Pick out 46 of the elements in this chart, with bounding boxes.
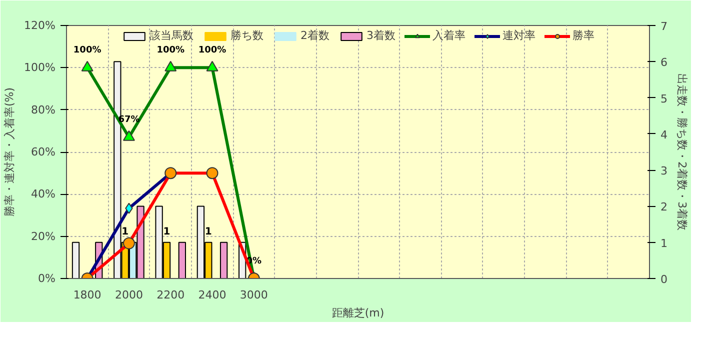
y-tick-label: 0% xyxy=(38,272,56,285)
bar xyxy=(220,242,228,278)
legend-label: 勝率 xyxy=(572,28,594,43)
y2-tick-label: 0 xyxy=(660,273,668,286)
y2-tick-label: 4 xyxy=(660,128,668,142)
data-label: 100% xyxy=(198,46,226,56)
legend-label: 2着数 xyxy=(300,28,330,43)
data-label: 100% xyxy=(156,46,185,56)
y2-tick-label: 1 xyxy=(660,236,668,250)
x-tick-label: 2000 xyxy=(114,288,143,302)
legend-label: 連対率 xyxy=(502,28,536,43)
y-axis-title: 勝率・連対率・入着率(%) xyxy=(3,87,16,217)
y2-tick-label: 5 xyxy=(660,92,668,106)
bar xyxy=(72,242,80,278)
point xyxy=(122,130,135,141)
data-label: 1 xyxy=(163,226,170,238)
y-tick-label: 120% xyxy=(24,19,56,32)
y-tick-label: 60% xyxy=(31,146,56,158)
y2-tick-label: 7 xyxy=(660,20,668,33)
legend-label: 該当馬数 xyxy=(150,28,194,43)
y-tick-label: 20% xyxy=(31,230,56,243)
y-tick-label: 80% xyxy=(31,103,56,116)
legend-label: 勝ち数 xyxy=(230,28,264,43)
y2-tick-label: 6 xyxy=(660,56,668,70)
y2-tick-label: 3 xyxy=(660,164,668,178)
point xyxy=(122,237,135,250)
x-tick-label: 1800 xyxy=(73,288,102,302)
bar xyxy=(178,242,186,278)
x-axis-title: 距離芝(m) xyxy=(332,306,384,320)
point xyxy=(164,60,177,72)
y2-tick-label: 2 xyxy=(660,200,668,214)
y2-axis-title: 出走数・勝ち数・2着数・3着数 xyxy=(676,74,688,230)
x-tick-label: 3000 xyxy=(240,288,268,302)
y-tick-label: 40% xyxy=(31,188,56,201)
data-label: 1 xyxy=(122,226,129,238)
point xyxy=(206,167,218,180)
x-tick-label: 2200 xyxy=(156,288,185,302)
data-label: 100% xyxy=(73,46,102,56)
point xyxy=(164,167,177,180)
legend-label: 3着数 xyxy=(366,28,396,43)
y-tick-label: 100% xyxy=(24,61,56,74)
legend-label: 入着率 xyxy=(432,28,466,43)
point xyxy=(81,60,94,72)
x-tick-label: 2400 xyxy=(198,288,226,302)
point xyxy=(206,60,218,72)
data-label: 1 xyxy=(204,226,212,238)
